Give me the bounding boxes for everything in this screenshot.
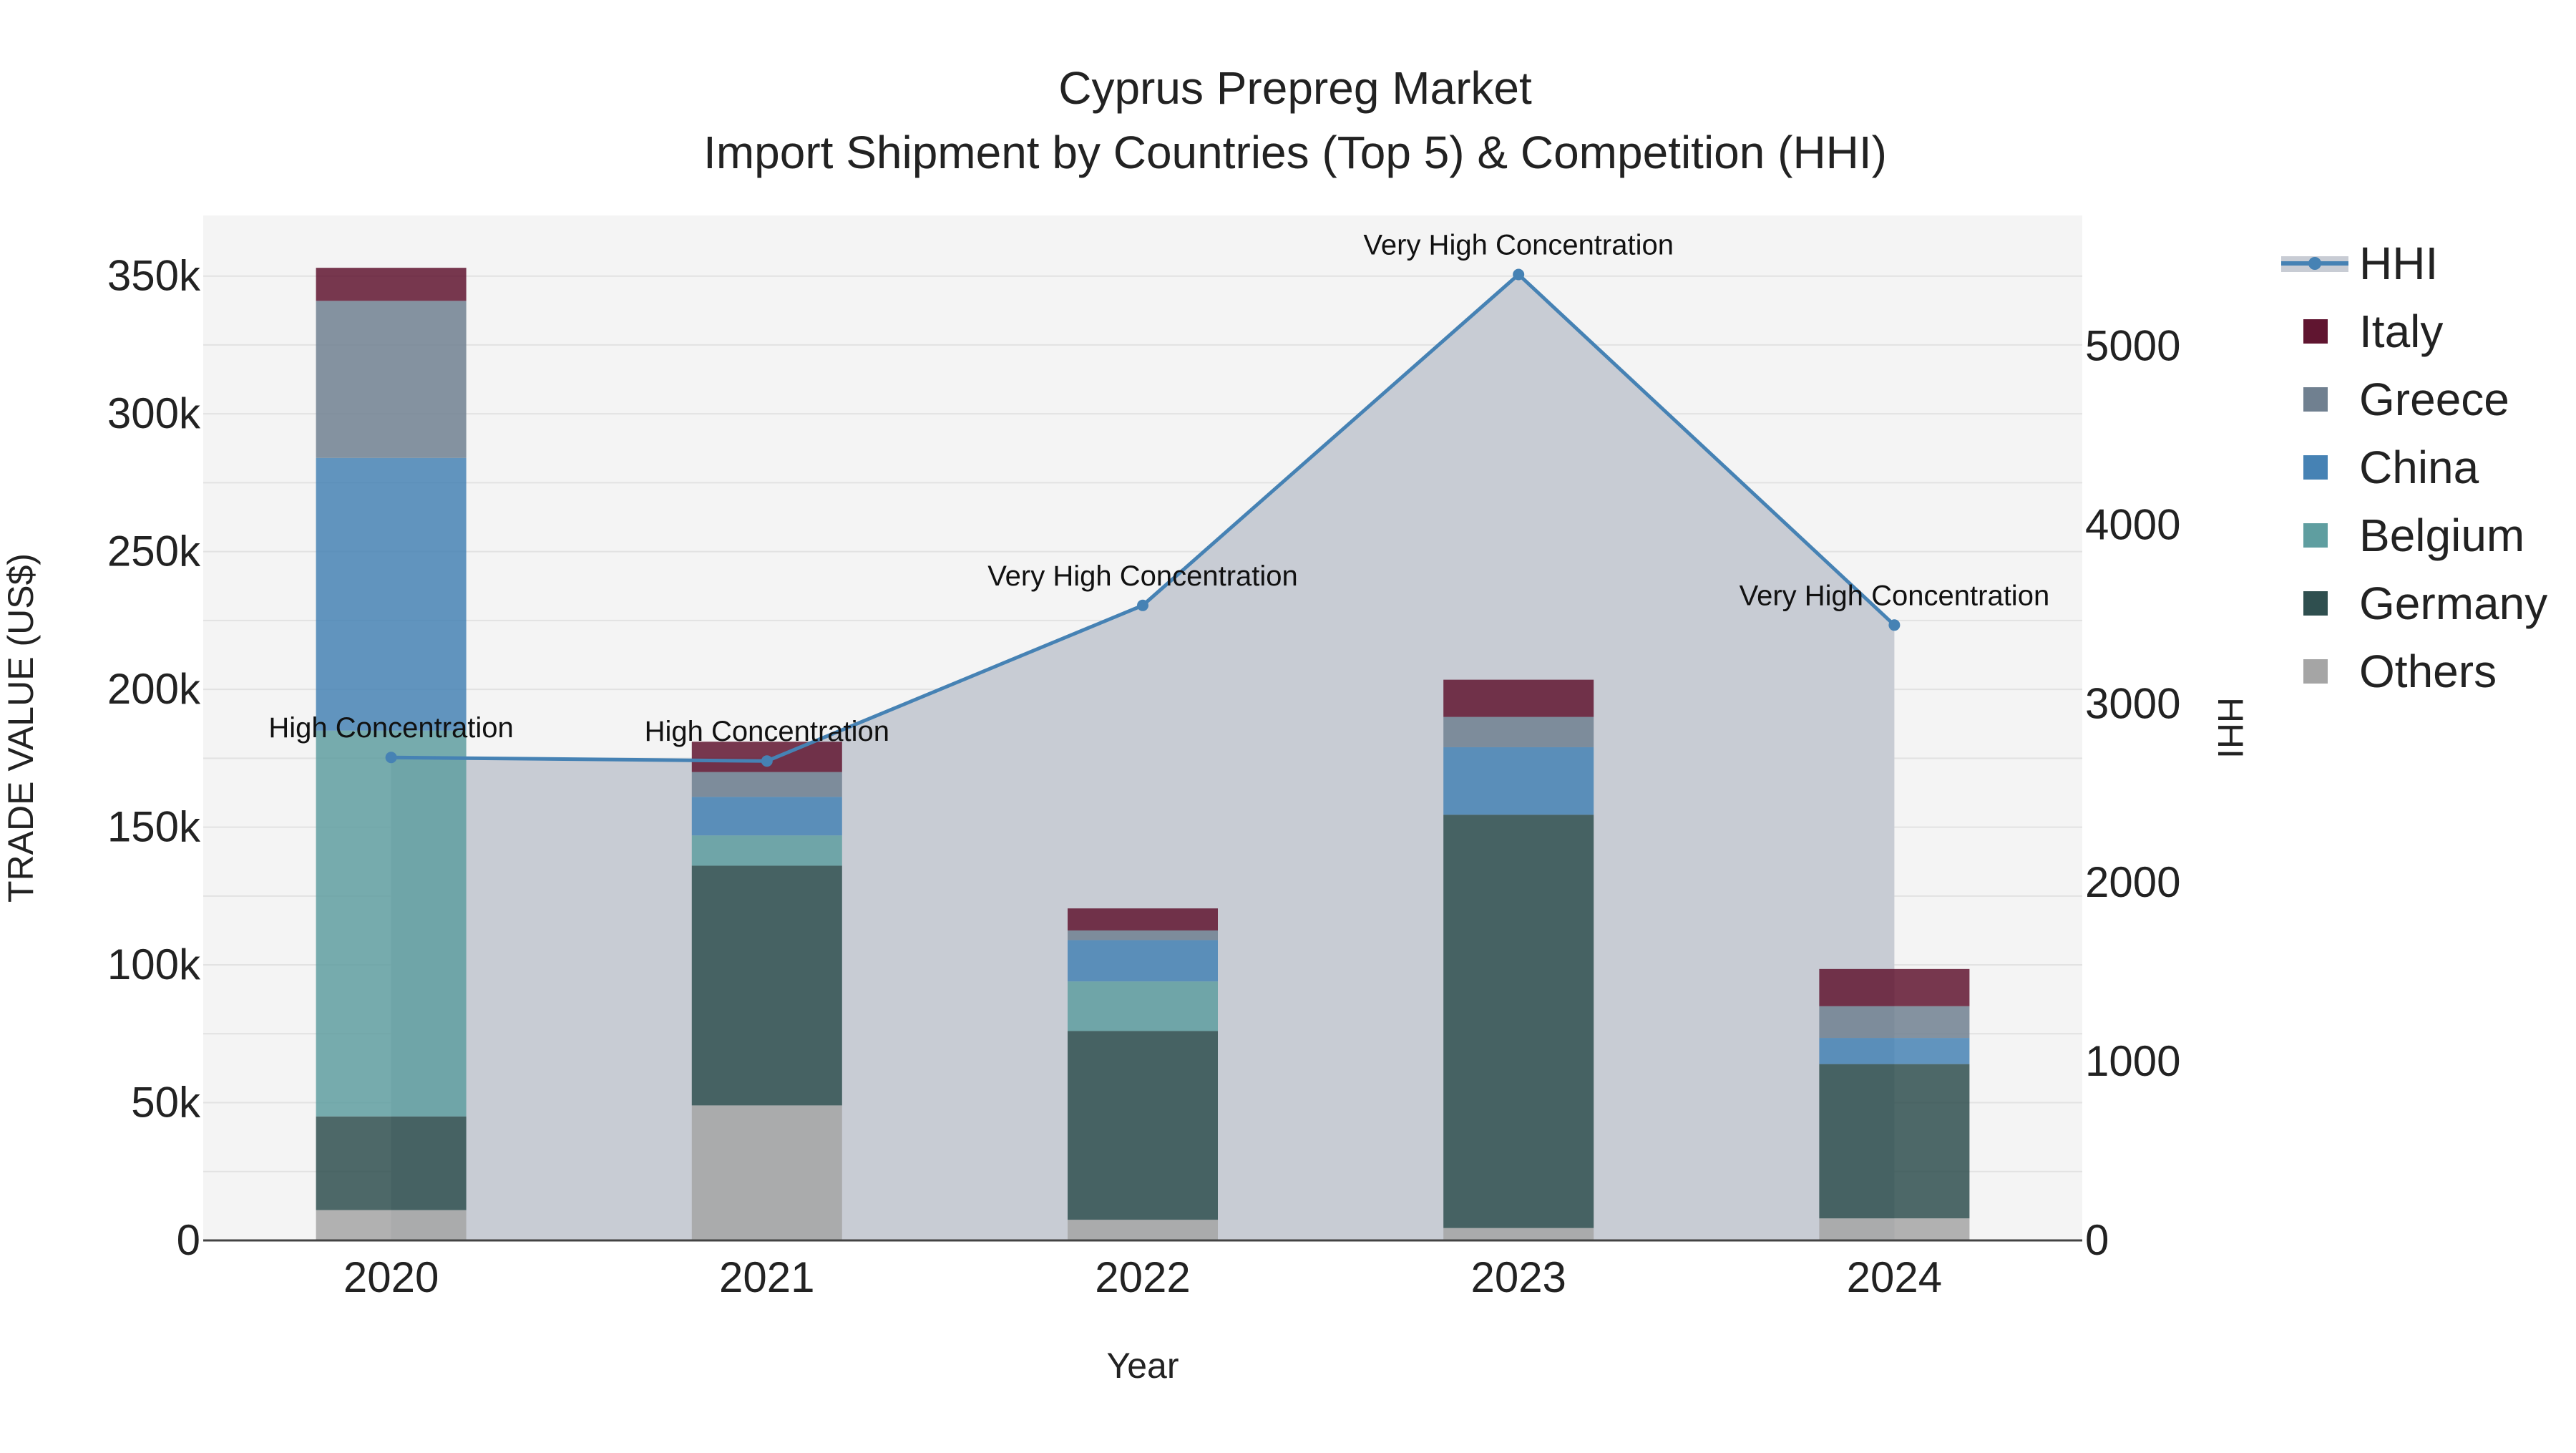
bar-italy-2022 (1068, 908, 1218, 930)
bar-china-2024 (1819, 1038, 1970, 1064)
y-tick-label: 150k (107, 803, 201, 851)
legend-swatch-germany (2303, 591, 2328, 616)
chart-title-line2: Import Shipment by Countries (Top 5) & C… (703, 127, 1887, 178)
legend-swatch-italy (2303, 319, 2328, 344)
bar-greece-2022 (1068, 930, 1218, 941)
bar-germany-2020 (316, 1116, 467, 1210)
bar-others-2024 (1819, 1218, 1970, 1240)
y2-axis-title: HHI (2210, 697, 2250, 759)
bar-others-2020 (316, 1210, 467, 1240)
bar-italy-2023 (1443, 679, 1594, 717)
bar-others-2021 (691, 1105, 842, 1240)
y2-tick-label: 4000 (2085, 500, 2180, 548)
y-axis-title: TRADE VALUE (US$) (1, 553, 41, 903)
chart-title-line1: Cyprus Prepreg Market (1058, 62, 1532, 114)
hhi-line-group (385, 268, 1901, 767)
x-tick-label-2023: 2023 (1470, 1253, 1566, 1301)
legend-label-hhi: HHI (2359, 238, 2438, 289)
x-axis-title: Year (1106, 1346, 1179, 1386)
x-tick-label-2020: 2020 (343, 1253, 439, 1301)
legend-label-others: Others (2359, 646, 2497, 697)
bar-italy-2020 (316, 268, 467, 301)
bar-greece-2021 (691, 772, 842, 797)
x-tick-label-2021: 2021 (719, 1253, 814, 1301)
y-tick-label: 50k (131, 1079, 201, 1127)
y-tick-label: 250k (107, 528, 201, 575)
y2-tick-label: 3000 (2085, 679, 2180, 727)
y2-tick-label: 2000 (2085, 858, 2180, 906)
bar-greece-2020 (316, 301, 467, 458)
legend-swatch-belgium (2303, 523, 2328, 548)
legend-label-greece: Greece (2359, 374, 2509, 425)
bar-belgium-2020 (316, 730, 467, 1117)
bar-germany-2022 (1068, 1031, 1218, 1220)
hhi-point-2023 (1513, 268, 1525, 281)
hhi-annotation-2023: Very High Concentration (1363, 229, 1674, 261)
y-tick-label: 100k (107, 941, 201, 988)
y2-tick-label: 1000 (2085, 1037, 2180, 1085)
hhi-annotation-2022: Very High Concentration (987, 560, 1298, 592)
legend-swatch-china (2303, 455, 2328, 480)
hhi-annotation-2024: Very High Concentration (1740, 580, 2050, 611)
hhi-point-2021 (761, 755, 773, 767)
y-tick-label: 300k (107, 389, 201, 437)
bar-belgium-2022 (1068, 981, 1218, 1031)
hhi-annotations: High Concentration High Concentration Very… (268, 229, 2049, 747)
bar-china-2020 (316, 457, 467, 731)
y2-tick-label: 0 (2085, 1216, 2109, 1264)
hhi-annotation-2020: High Concentration (268, 712, 513, 744)
bar-others-2023 (1443, 1228, 1594, 1240)
y-tick-label: 0 (177, 1216, 200, 1264)
bar-germany-2024 (1819, 1064, 1970, 1219)
bar-greece-2024 (1819, 1006, 1970, 1039)
bar-belgium-2021 (691, 835, 842, 866)
hhi-point-2022 (1137, 599, 1148, 611)
bar-greece-2023 (1443, 716, 1594, 747)
bar-italy-2024 (1819, 968, 1970, 1006)
legend-swatch-greece (2303, 387, 2328, 412)
x-tick-label-2022: 2022 (1095, 1253, 1190, 1301)
hhi-point-2024 (1888, 619, 1901, 631)
hhi-point-2020 (385, 752, 397, 764)
bar-china-2023 (1443, 747, 1594, 815)
axes: 2020 2021 2022 2023 2024 0 50k 100k 150k 200k 250k… (107, 252, 2181, 1301)
y-tick-label: 200k (107, 665, 201, 713)
bars (316, 268, 1970, 1240)
bar-germany-2021 (691, 865, 842, 1106)
bar-china-2021 (691, 797, 842, 836)
legend-label-italy: Italy (2359, 306, 2443, 357)
legend-label-germany: Germany (2359, 578, 2547, 629)
y-tick-label: 350k (107, 252, 201, 300)
hhi-annotation-2021: High Concentration (645, 716, 889, 747)
bar-china-2022 (1068, 940, 1218, 982)
bar-germany-2023 (1443, 815, 1594, 1228)
y2-tick-label: 5000 (2085, 321, 2180, 369)
x-tick-label-2024: 2024 (1847, 1253, 1942, 1301)
bar-others-2022 (1068, 1220, 1218, 1240)
legend-label-belgium: Belgium (2359, 510, 2524, 561)
legend-swatch-marker-hhi (2308, 257, 2321, 270)
legend-label-china: China (2359, 442, 2479, 493)
legend-swatch-others (2303, 659, 2328, 684)
legend: HHI Italy Greece China Belgium Germany Others (2281, 238, 2547, 697)
